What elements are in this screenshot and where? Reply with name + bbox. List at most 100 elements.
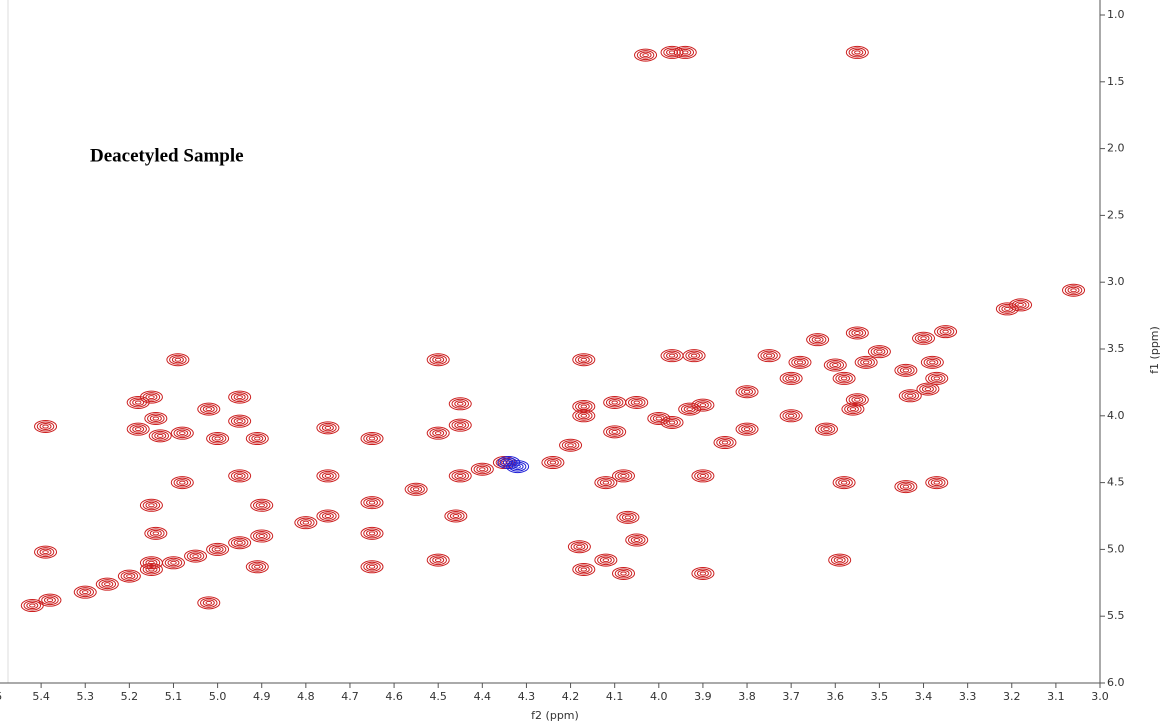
contour-peak <box>845 326 869 340</box>
contour-peak <box>925 371 949 385</box>
x-tick-label: 3.9 <box>694 690 712 703</box>
contour-peak <box>691 469 715 483</box>
contour-peak <box>779 371 803 385</box>
y-axis-label: f1 (ppm) <box>1148 326 1161 374</box>
contour-peak <box>682 349 706 363</box>
contour-peak <box>95 577 119 591</box>
contour-peak <box>161 556 185 570</box>
contour-peak <box>823 358 847 372</box>
contour-peak <box>735 422 759 436</box>
x-tick-label: 4.7 <box>341 690 359 703</box>
contour-peak <box>73 585 97 599</box>
contour-peak <box>898 389 922 403</box>
contour-peak <box>139 562 163 576</box>
contour-peak <box>184 549 208 563</box>
contour-peak <box>228 390 252 404</box>
contour-peak <box>916 382 940 396</box>
contour-peak <box>117 569 141 583</box>
x-tick-label: 4.4 <box>474 690 492 703</box>
contour-peak <box>197 402 221 416</box>
contour-peak <box>894 363 918 377</box>
contour-peak <box>470 462 494 476</box>
contour-peak <box>206 542 230 556</box>
contour-peak <box>647 411 671 425</box>
contour-peak <box>126 395 150 409</box>
contour-peak <box>572 409 596 423</box>
x-tick-label: .5 <box>0 690 2 703</box>
x-tick-label: 5.3 <box>76 690 94 703</box>
contour-peak <box>245 432 269 446</box>
contour-peak <box>316 421 340 435</box>
contour-peak <box>360 526 384 540</box>
contour-peak <box>1009 298 1033 312</box>
contour-peak <box>845 393 869 407</box>
contour-peak <box>426 553 450 567</box>
contour-peak <box>894 480 918 494</box>
y-tick-label: 3.0 <box>1107 275 1125 288</box>
x-tick-label: 3.5 <box>871 690 889 703</box>
x-axis-label: f2 (ppm) <box>531 709 579 722</box>
contour-peak <box>788 355 812 369</box>
contour-peak <box>572 562 596 576</box>
x-tick-label: 4.5 <box>429 690 447 703</box>
contour-peak <box>170 426 194 440</box>
x-tick-label: 4.9 <box>253 690 271 703</box>
x-tick-label: 5.0 <box>209 690 227 703</box>
contour-peak <box>1062 283 1086 297</box>
x-tick-label: 3.8 <box>738 690 756 703</box>
x-tick-label: 5.2 <box>121 690 139 703</box>
contour-peak <box>360 560 384 574</box>
contour-peak <box>832 371 856 385</box>
contour-peak <box>612 469 636 483</box>
contour-peak <box>660 349 684 363</box>
contour-peak <box>139 390 163 404</box>
x-tick-label: 3.3 <box>959 690 977 703</box>
y-tick-label: 5.5 <box>1107 609 1125 622</box>
contour-peak <box>735 385 759 399</box>
contour-peak <box>148 429 172 443</box>
x-tick-label: 5.1 <box>165 690 183 703</box>
contour-peak <box>832 476 856 490</box>
contour-peak <box>757 349 781 363</box>
contour-peak <box>206 432 230 446</box>
contour-peak <box>912 331 936 345</box>
contour-peak <box>448 418 472 432</box>
contour-peak <box>139 498 163 512</box>
chart-title: Deacetyled Sample <box>90 145 244 166</box>
x-tick-label: 3.4 <box>915 690 933 703</box>
x-tick-label: 4.8 <box>297 690 315 703</box>
contour-peak <box>404 482 428 496</box>
x-tick-label: 3.0 <box>1091 690 1109 703</box>
contour-peak <box>506 460 530 474</box>
y-tick-label: 1.0 <box>1107 8 1125 21</box>
contour-peak <box>634 48 658 62</box>
x-tick-label: 3.1 <box>1047 690 1065 703</box>
contour-peak <box>854 355 878 369</box>
contour-peak <box>245 560 269 574</box>
y-tick-label: 5.0 <box>1107 542 1125 555</box>
y-tick-label: 6.0 <box>1107 676 1125 689</box>
contour-peak <box>20 599 44 613</box>
contour-peak <box>612 566 636 580</box>
contour-peak <box>426 426 450 440</box>
contour-peak <box>572 399 596 413</box>
contour-peak <box>603 395 627 409</box>
contour-peak <box>316 509 340 523</box>
contour-peak <box>541 456 565 470</box>
contour-peak <box>448 469 472 483</box>
y-tick-label: 4.5 <box>1107 476 1125 489</box>
contour-peak <box>38 593 62 607</box>
contour-peak <box>559 438 583 452</box>
contour-peak <box>691 566 715 580</box>
contour-peak <box>779 409 803 423</box>
contour-peak <box>250 498 274 512</box>
contour-peak <box>691 398 715 412</box>
contour-peak <box>920 355 944 369</box>
x-tick-label: 4.1 <box>606 690 624 703</box>
contour-peak <box>660 45 684 59</box>
contour-peak <box>360 432 384 446</box>
contour-peak <box>444 509 468 523</box>
contour-peak <box>228 536 252 550</box>
contour-peak <box>139 556 163 570</box>
